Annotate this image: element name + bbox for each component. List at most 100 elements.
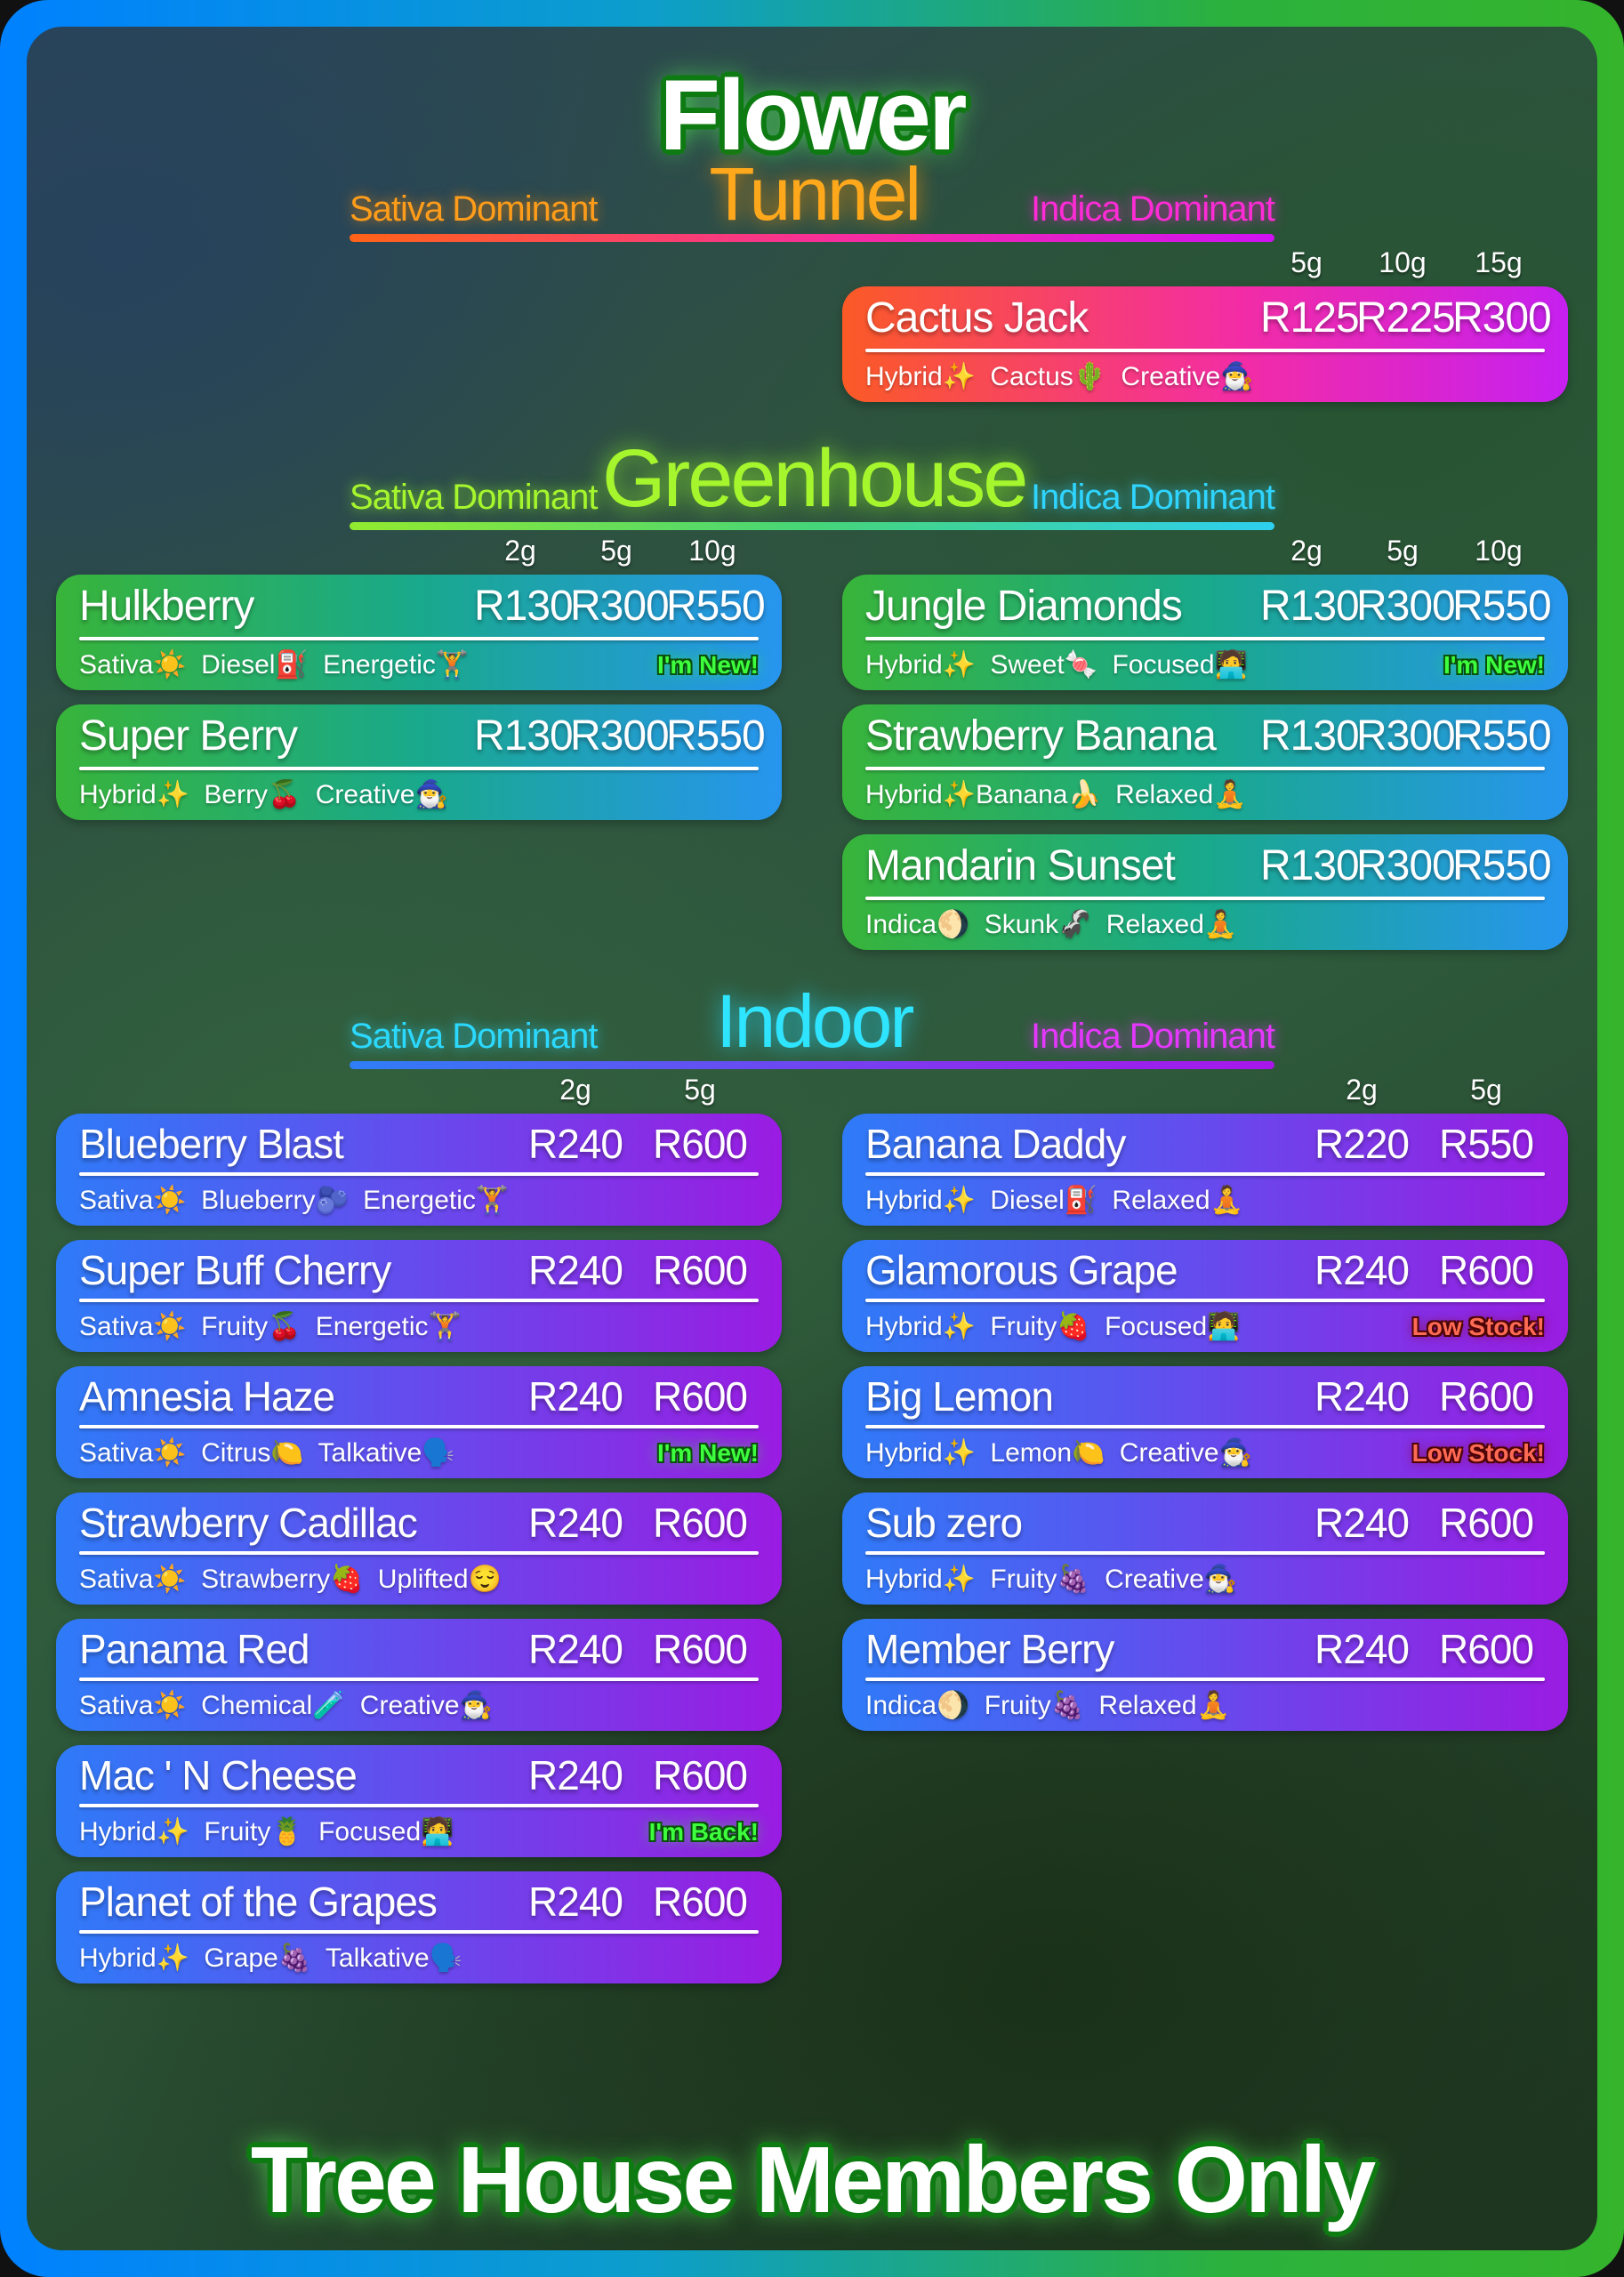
- cards-row: 5g 10g 15g Cactus Jack R125 R225 R300 Hybrid✨ C…: [27, 245, 1597, 403]
- section-greenhouse: Sativa Dominant Greenhouse Indica Dominant…: [27, 438, 1597, 950]
- strain-card-bottom: Sativa☀️ Blueberry🫐 Energetic🏋️: [79, 1185, 759, 1217]
- strain-price: R240: [528, 1247, 623, 1294]
- strain-card-top: Big Lemon R240 R600: [865, 1373, 1545, 1420]
- strain-price: R600: [1439, 1247, 1534, 1294]
- weight-column-headers: 2g 5g: [56, 1073, 782, 1106]
- strain-card-bottom: Hybrid✨ Sweet🍬 Focused🧑‍💻 I'm New!: [865, 649, 1545, 681]
- strain-card-top: Planet of the Grapes R240 R600: [79, 1879, 759, 1925]
- strain-name: Planet of the Grapes: [79, 1879, 438, 1926]
- strain-price: R550: [1452, 841, 1552, 889]
- card-divider: [865, 1425, 1545, 1429]
- strain-name: Mac ' N Cheese: [79, 1752, 358, 1799]
- strain-price: R600: [653, 1626, 748, 1673]
- strain-price: R300: [1356, 841, 1456, 889]
- strain-card-bottom: Hybrid✨ Berry🍒 Creative🧙‍♂️: [79, 779, 759, 811]
- strain-card-top: Strawberry Cadillac R240 R600: [79, 1500, 759, 1546]
- strain-prices: R130 R300 R550: [474, 712, 766, 761]
- strain-traits: Hybrid✨ Cactus🌵 Creative🧙‍♂️: [865, 362, 1254, 392]
- section-title: Tunnel: [709, 152, 921, 236]
- strain-card: Member Berry R240 R600 Indica🌖 Fruity🍇 Rela…: [842, 1619, 1568, 1732]
- strain-card-bottom: Sativa☀️ Citrus🍋 Talkative🗣️ I'm New!: [79, 1437, 759, 1469]
- weight-column-header: 2g: [504, 534, 536, 567]
- strain-traits: Hybrid✨ Fruity🍍 Focused🧑‍💻: [79, 1817, 454, 1847]
- section-primary-title: Flower: [659, 60, 968, 171]
- strain-card: Jungle Diamonds R130 R300 R550 Hybrid✨ Sweet…: [842, 574, 1568, 690]
- menu-background: Flower Sativa Dominant Tunnel Indica Domina…: [27, 27, 1597, 2250]
- strain-name: Blueberry Blast: [79, 1121, 344, 1168]
- status-badge: I'm New!: [656, 1439, 759, 1468]
- strain-card-top: Mandarin Sunset R130 R300 R550: [865, 841, 1552, 891]
- section-header-row: Sativa Dominant Greenhouse Indica Dominant: [350, 438, 1275, 519]
- sativa-dominant-label: Sativa Dominant: [350, 1017, 598, 1057]
- strain-name: Panama Red: [79, 1626, 310, 1673]
- card-divider: [79, 1425, 759, 1429]
- strain-price: R240: [1314, 1247, 1410, 1294]
- strain-card-top: Glamorous Grape R240 R600: [865, 1247, 1545, 1293]
- section-tunnel: Flower Sativa Dominant Tunnel Indica Domina…: [27, 60, 1597, 403]
- strain-traits: Hybrid✨ Fruity🍓 Focused🧑‍💻: [865, 1312, 1241, 1342]
- strain-traits: Indica🌖 Fruity🍇 Relaxed🧘: [865, 1691, 1230, 1721]
- strain-card: Super Buff Cherry R240 R600 Sativa☀️ Fruity…: [56, 1240, 782, 1353]
- status-badge: I'm New!: [1443, 650, 1545, 679]
- strain-price: R220: [1314, 1121, 1410, 1168]
- weight-column-header: 5g: [1470, 1074, 1502, 1106]
- left-column: [56, 245, 782, 402]
- weight-column-header: 15g: [1475, 246, 1523, 279]
- gradient-divider-bar: [350, 1061, 1274, 1070]
- strain-prices: R240 R600: [1303, 1626, 1545, 1672]
- strain-name: Jungle Diamonds: [865, 582, 1183, 630]
- strain-prices: R220 R550: [1303, 1121, 1545, 1167]
- strain-price: R300: [570, 582, 670, 630]
- strain-card-top: Super Buff Cherry R240 R600: [79, 1247, 759, 1293]
- weight-column-header: 5g: [684, 1074, 716, 1106]
- strain-price: R300: [570, 712, 670, 760]
- strain-card: Amnesia Haze R240 R600 Sativa☀️ Citrus🍋 Tal…: [56, 1366, 782, 1479]
- strain-card-bottom: Hybrid✨ Lemon🍋 Creative🧙‍♂️ Low Stock!: [865, 1437, 1545, 1469]
- strain-card: Glamorous Grape R240 R600 Hybrid✨ Fruity🍓 F…: [842, 1240, 1568, 1353]
- card-divider: [865, 1551, 1545, 1556]
- strain-price: R550: [666, 712, 766, 760]
- strain-card-top: Hulkberry R130 R300 R550: [79, 582, 766, 632]
- strain-price: R300: [1356, 712, 1456, 760]
- strain-card: Panama Red R240 R600 Sativa☀️ Chemical🧪 Cre…: [56, 1619, 782, 1732]
- weight-column-header: 2g: [1290, 534, 1323, 567]
- strain-card-top: Panama Red R240 R600: [79, 1626, 759, 1672]
- strain-name: Sub zero: [865, 1500, 1023, 1547]
- strain-price: R300: [1452, 294, 1552, 342]
- strain-traits: Hybrid✨ Berry🍒 Creative🧙‍♂️: [79, 779, 448, 809]
- card-divider: [79, 1172, 759, 1177]
- card-divider: [865, 1299, 1545, 1303]
- weight-column-headers: 5g 10g 15g: [842, 245, 1568, 279]
- strain-card-bottom: Sativa☀️ Fruity🍒 Energetic🏋️: [79, 1311, 759, 1343]
- strain-name: Cactus Jack: [865, 294, 1089, 342]
- weight-column-header: 2g: [1346, 1074, 1378, 1106]
- weight-column-header: 5g: [600, 534, 632, 567]
- strain-card: Mandarin Sunset R130 R300 R550 Indica🌖 Skunk…: [842, 833, 1568, 950]
- strain-price: R125: [1260, 294, 1360, 342]
- sativa-dominant-label: Sativa Dominant: [350, 189, 598, 229]
- strain-traits: Indica🌖 Skunk🦨 Relaxed🧘: [865, 909, 1238, 939]
- strain-price: R240: [1314, 1626, 1410, 1673]
- strain-prices: R130 R300 R550: [1260, 582, 1552, 632]
- strain-name: Banana Daddy: [865, 1121, 1126, 1168]
- card-divider: [865, 1678, 1545, 1682]
- strain-prices: R240 R600: [517, 1752, 759, 1798]
- strain-prices: R240 R600: [1303, 1500, 1545, 1546]
- card-divider: [79, 766, 759, 770]
- strain-prices: R240 R600: [517, 1121, 759, 1167]
- card-divider: [865, 636, 1545, 640]
- strain-price: R130: [1260, 841, 1360, 889]
- indica-dominant-label: Indica Dominant: [1030, 477, 1275, 517]
- strain-name: Member Berry: [865, 1626, 1114, 1673]
- strain-price: R130: [1260, 582, 1360, 630]
- card-divider: [865, 1172, 1545, 1177]
- strain-card-top: Strawberry Banana R130 R300 R550: [865, 712, 1552, 761]
- strain-prices: R240 R600: [517, 1500, 759, 1546]
- sativa-dominant-label: Sativa Dominant: [350, 477, 598, 517]
- strain-prices: R240 R600: [1303, 1247, 1545, 1293]
- strain-card-bottom: Sativa☀️ Diesel⛽ Energetic🏋️ I'm New!: [79, 649, 759, 681]
- strain-card: Blueberry Blast R240 R600 Sativa☀️ Blueberr…: [56, 1114, 782, 1227]
- strain-card-bottom: Hybrid✨ Fruity🍇 Creative🧙‍♂️: [865, 1564, 1545, 1596]
- strain-name: Strawberry Banana: [865, 712, 1217, 760]
